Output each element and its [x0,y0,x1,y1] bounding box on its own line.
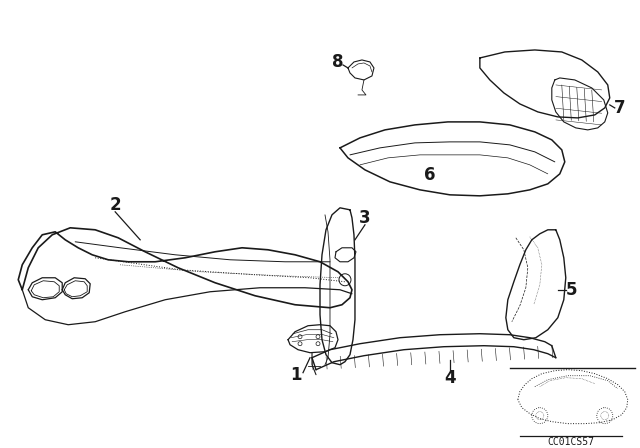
Text: 8: 8 [332,53,344,71]
Text: 7: 7 [614,99,625,117]
Text: 5: 5 [566,281,577,299]
Text: CC01CS57: CC01CS57 [547,437,595,447]
Text: 4: 4 [444,369,456,387]
Text: 1: 1 [291,366,302,383]
Text: 6: 6 [424,166,436,184]
Text: 3: 3 [359,209,371,227]
Text: 2: 2 [109,196,121,214]
